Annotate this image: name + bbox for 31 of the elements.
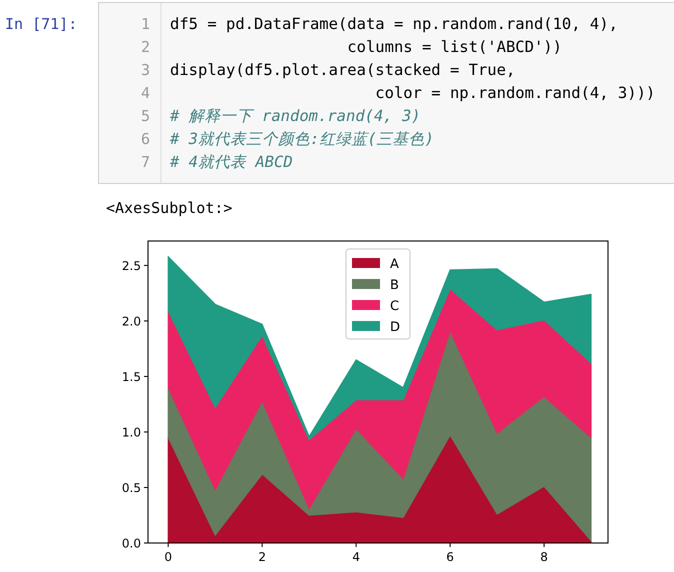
text: In [71]: [5,15,78,33]
text: df5 = pd.DataFrame(data = np.random.rand(10, 4), [170,15,618,33]
text: 1 [140,15,150,33]
legend-label: D [390,320,400,335]
y-tick-label: 0.0 [122,536,141,550]
text: # 解释一下 random.rand(4, 3) [169,107,421,125]
text: 2 [140,38,150,56]
text: 5 [140,107,150,125]
text: display(df5.plot.area(stacked = True, [170,61,516,79]
text: 6 [140,130,150,148]
y-tick-label: 2.0 [122,314,141,328]
y-tick-label: 2.5 [122,258,141,273]
text: <AxesSubplot:> [106,199,232,217]
text: # 3就代表三个颜色:红绿蓝(三基色) [169,130,434,148]
text: 4 [140,84,150,102]
text: 3 [140,61,150,79]
y-tick-label: 0.5 [122,480,141,495]
x-tick-label: 6 [446,550,454,564]
legend-label: C [390,299,400,314]
legend-label: A [390,257,399,272]
x-tick-label: 2 [258,550,266,564]
legend-label: B [390,278,399,293]
x-tick-label: 0 [164,550,172,564]
x-tick-label: 8 [540,550,548,564]
text: color = np.random.rand(4, 3))) [170,84,656,102]
x-tick-label: 4 [352,550,360,564]
text: 7 [140,153,150,171]
y-tick-label: 1.0 [122,425,141,440]
y-tick-label: 1.5 [122,370,141,384]
text: columns = list('ABCD')) [170,38,562,56]
text: # 4就代表 ABCD [169,153,293,171]
